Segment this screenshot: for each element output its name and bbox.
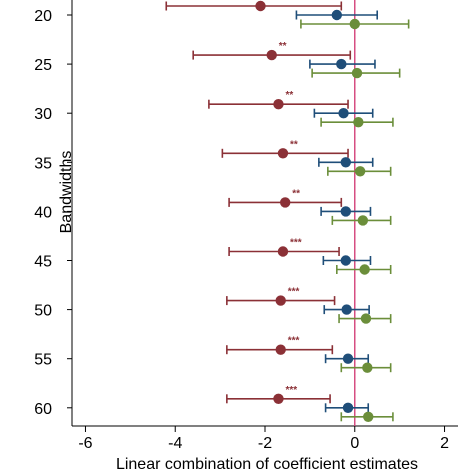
point-estimate-marker: [275, 344, 286, 355]
y-tick-label: 35: [34, 155, 52, 172]
x-axis-title: Linear combination of coefficient estima…: [116, 456, 418, 473]
point-estimate-marker: [357, 215, 369, 226]
point-estimate-marker: [331, 9, 343, 21]
x-tick-label: -4: [168, 435, 182, 452]
series-1: **********************: [165, 0, 352, 404]
point-estimate-marker: [275, 295, 286, 306]
significance-stars: ***: [290, 238, 302, 249]
point-estimate-marker: [342, 402, 354, 413]
point-estimate-marker: [277, 246, 289, 257]
point-estimate-marker: [353, 117, 364, 128]
y-tick-label: 30: [34, 106, 52, 123]
series-2: [295, 9, 379, 413]
point-estimate-marker: [340, 157, 351, 168]
point-estimate-marker: [359, 264, 370, 275]
point-estimate-marker: [342, 353, 354, 364]
point-estimate-marker: [266, 49, 277, 61]
point-estimate-marker: [341, 304, 352, 315]
y-tick-label: 55: [34, 352, 52, 369]
point-estimate-marker: [338, 108, 349, 119]
point-estimate-marker: [277, 148, 289, 159]
significance-stars: **: [285, 90, 293, 101]
x-tick-label: -6: [78, 435, 92, 452]
significance-stars: ***: [288, 336, 300, 347]
point-estimate-marker: [279, 197, 291, 208]
point-estimate-marker: [363, 411, 374, 422]
y-tick-label: 50: [34, 303, 52, 320]
significance-stars: ***: [288, 287, 300, 298]
point-estimate-marker: [340, 255, 351, 266]
significance-stars: **: [268, 0, 276, 3]
point-estimate-marker: [255, 0, 266, 12]
y-tick-label: 25: [34, 57, 52, 74]
significance-stars: **: [292, 188, 300, 199]
point-estimate-marker: [354, 166, 366, 177]
x-tick-label: 0: [350, 435, 359, 452]
significance-stars: **: [290, 139, 298, 150]
y-tick-label: 45: [34, 254, 52, 271]
significance-stars: ***: [285, 385, 297, 396]
significance-stars: **: [279, 41, 287, 52]
y-axis-title: Bandwidths: [58, 151, 75, 234]
series-3: [300, 18, 410, 422]
point-estimate-marker: [336, 58, 347, 70]
y-tick-label: 40: [34, 204, 52, 221]
point-estimate-marker: [340, 206, 351, 217]
point-estimate-marker: [360, 313, 372, 324]
point-estimate-marker: [349, 18, 360, 30]
x-tick-label: 2: [440, 435, 449, 452]
point-estimate-marker: [273, 99, 284, 110]
y-tick-label: 60: [34, 401, 52, 418]
point-estimate-marker: [362, 362, 373, 373]
point-estimate-marker: [273, 393, 284, 404]
point-estimate-marker: [351, 67, 363, 79]
x-tick-label: -2: [258, 435, 272, 452]
y-tick-label: 20: [34, 8, 52, 25]
